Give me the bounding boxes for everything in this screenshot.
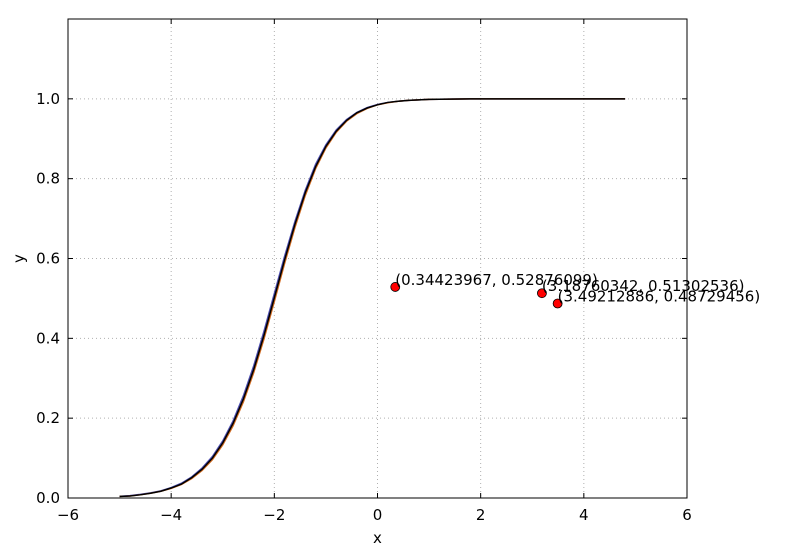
- series-line-2: [119, 98, 626, 498]
- y-axis-label: y: [10, 254, 28, 263]
- data-point: [537, 288, 547, 299]
- data-point: [552, 298, 563, 309]
- annotated-points: (0.34423967, 0.52876099)(3.18760342, 0.5…: [390, 271, 761, 309]
- y-tick-label: 0.2: [36, 409, 60, 427]
- series-line-1: [119, 98, 626, 498]
- series-lines: [119, 98, 626, 498]
- x-tick-label: 4: [579, 506, 589, 524]
- x-tick-label: −2: [263, 506, 285, 524]
- series-line-3: [119, 98, 626, 498]
- point-annotation: (0.34423967, 0.52876099): [395, 271, 598, 289]
- point-annotation: (3.49212886, 0.48729456): [558, 287, 761, 305]
- x-axis-label: x: [373, 529, 382, 547]
- x-tick-label: 2: [476, 506, 486, 524]
- point-annotation: (3.18760342, 0.51302536): [542, 277, 745, 295]
- data-point: [390, 282, 401, 292]
- grid: [67, 19, 688, 499]
- x-tick-label: 6: [682, 506, 692, 524]
- axis-ticks: −6 −4 −2 0 2 4 6 0.0 0.2 0.4 0.6 0.8 1.0: [36, 19, 692, 524]
- y-tick-label: 0.6: [36, 250, 60, 268]
- x-tick-label: 0: [373, 506, 383, 524]
- y-tick-label: 0.8: [36, 170, 60, 188]
- y-tick-label: 1.0: [36, 90, 60, 108]
- y-tick-label: 0.4: [36, 329, 60, 347]
- x-tick-label: −4: [160, 506, 182, 524]
- y-tick-label: 0.0: [36, 489, 60, 507]
- x-tick-label: −6: [57, 506, 79, 524]
